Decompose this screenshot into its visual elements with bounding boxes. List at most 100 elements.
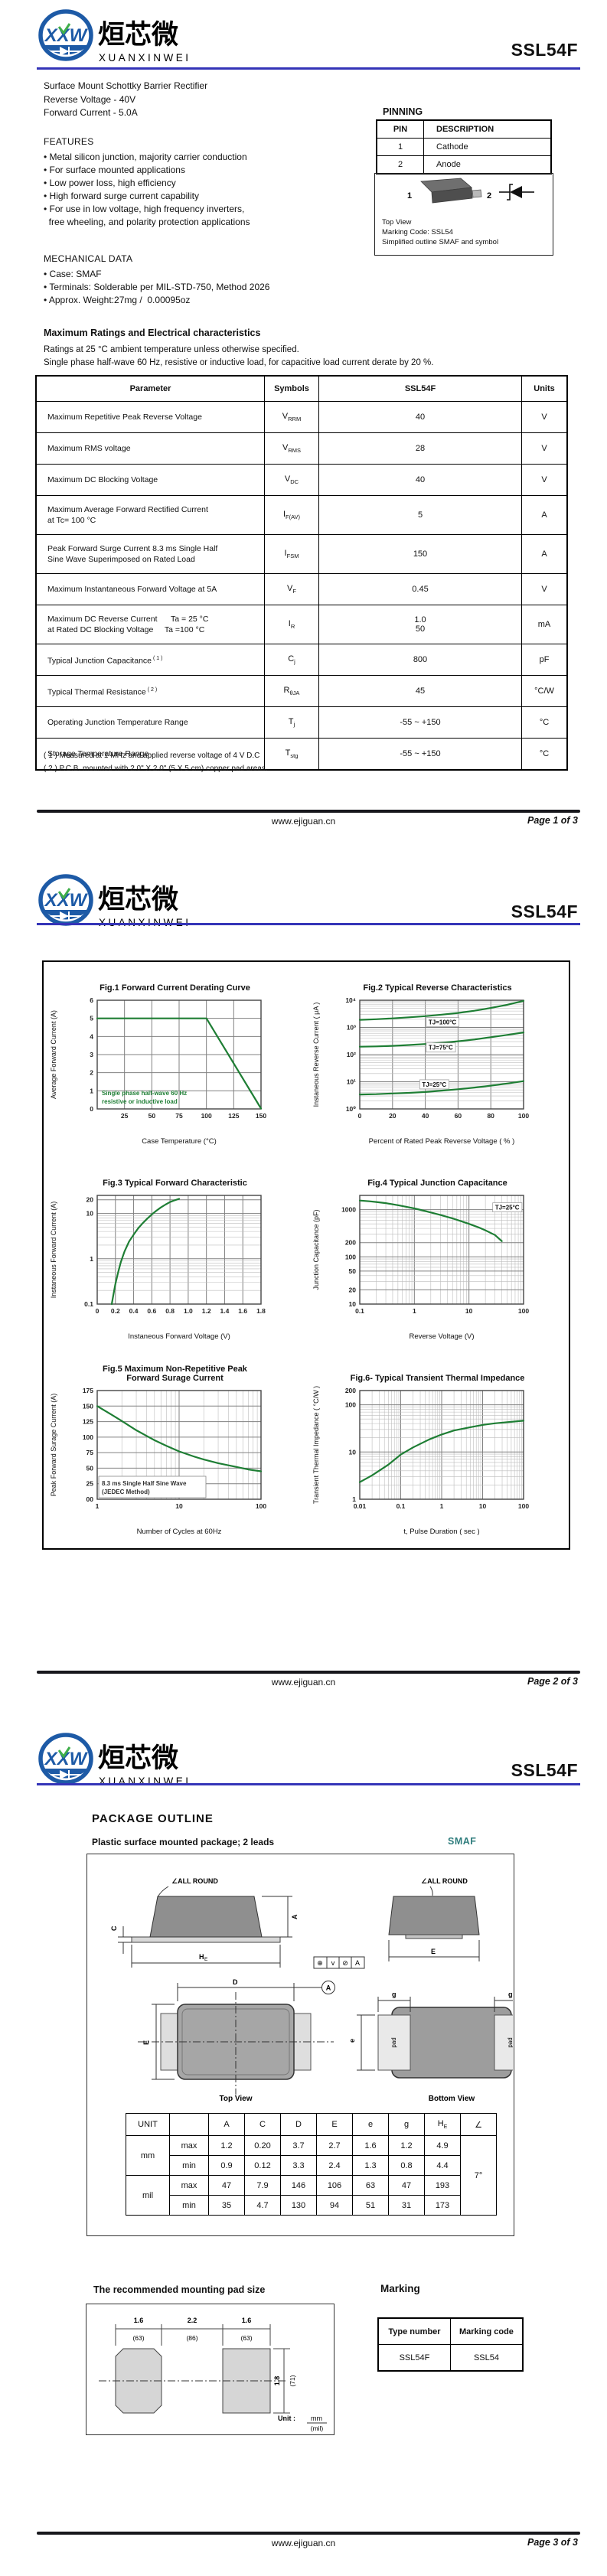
logo-diode-icon [51, 911, 81, 921]
parameter-cell: Maximum Instantaneous Forward Voltage at… [35, 573, 265, 605]
dim-value-cell: 0.20 [244, 2135, 281, 2156]
figure-2: Fig.2 Typical Reverse Characteristics 0 20… [306, 962, 569, 1157]
dim-value-cell: 3.7 [280, 2135, 317, 2156]
frame-symbol-1: ⊕ [317, 1959, 323, 1967]
dim-value-cell: 0.12 [244, 2155, 281, 2176]
datum-circle [321, 1981, 335, 1994]
parameter-line: Maximum DC Reverse Current Ta = 25 °C [47, 615, 209, 624]
pin-number-cell: 2 [376, 155, 424, 174]
dim-d-label: D [233, 1978, 238, 1986]
parameter-line: Typical Thermal Resistance( 2 ) [47, 686, 158, 697]
svg-text:25: 25 [86, 1480, 94, 1488]
footer-page: Page 2 of 3 [527, 1676, 578, 1687]
brand-logo-graphic: XXW 烜芯微 XUANXINWEI [38, 1733, 188, 1787]
value-cell: 0.45 [318, 573, 522, 605]
pad-dim-left: 1.6 [134, 2317, 144, 2324]
header-rule [37, 923, 580, 925]
svg-text:10: 10 [349, 1448, 357, 1456]
value-line: 45 [415, 686, 426, 696]
footnote-ref: ( 2 ) [147, 686, 158, 693]
parameter-cell: Typical Thermal Resistance( 2 ) [35, 675, 265, 707]
marking-row: SSL54F SSL54 [377, 2344, 524, 2372]
pinning-table: PIN DESCRIPTION 1 Cathode 2 Anode [376, 119, 552, 174]
characteristic-curves-box: Fig.1 Forward Current Derating Curve 25 50… [42, 960, 570, 1550]
dim-lines-a [262, 1896, 292, 1938]
symbol-sub: RMS [288, 447, 301, 455]
svg-text:(JEDEC Method): (JEDEC Method) [102, 1489, 150, 1495]
package-outline-subheading: Plastic surface mounted package; 2 leads [92, 1837, 275, 1847]
symbol-main: V [282, 411, 289, 421]
dim-g-label-right: g [508, 1991, 513, 1998]
symbol-cell: IF(AV) [264, 495, 319, 535]
marking-col-header: Type number [377, 2317, 451, 2345]
svg-text:0.4: 0.4 [129, 1307, 139, 1315]
dim-col-header: ∠ [460, 2113, 497, 2136]
symbol-main: T [288, 716, 294, 726]
datasheet-page-3: XXW 烜芯微 XUANXINWEI SSL54F PACKAGE OUTLIN… [0, 1691, 607, 2576]
symbol-sub: j [294, 658, 295, 666]
mechanical-item: • Case: SMAF [44, 269, 102, 279]
mechanical-item: • Terminals: Solderable per MIL-STD-750,… [44, 282, 270, 292]
symbol-cell: VRRM [264, 401, 319, 433]
symbol-sub: RRM [288, 416, 302, 423]
footer-page: Page 3 of 3 [527, 2537, 578, 2548]
brand-logo: XXW 烜芯微 XUANXINWEI [38, 872, 230, 936]
svg-text:10²: 10² [347, 1051, 356, 1058]
svg-text:0: 0 [358, 1112, 362, 1120]
figure-chart: 0.1 1 10 100 10 20 50 100 200 1000 Reverse Voltage… [312, 1195, 529, 1341]
symbol-cell: Cj [264, 644, 319, 676]
logo-check-accent-icon [57, 888, 71, 900]
dim-col-blank [169, 2113, 209, 2136]
svg-text:Number of Cycles at 60Hz: Number of Cycles at 60Hz [137, 1528, 222, 1536]
pin-description-cell: Anode [423, 155, 552, 174]
svg-text:125: 125 [228, 1112, 239, 1120]
package-symbol-graphic: 1 2 [407, 178, 534, 204]
parameter-line: Maximum DC Blocking Voltage [47, 475, 158, 484]
bottom-view-label: Bottom View [429, 2095, 475, 2103]
dim-lines-d [177, 1983, 321, 2001]
feature-item: • For surface mounted applications [44, 165, 185, 175]
value-line: 50 [415, 624, 426, 634]
figure-title: Fig.3 Typical Forward Characteristic [103, 1166, 247, 1188]
symbol-main: R [283, 685, 290, 695]
features-list: • Metal silicon junction, majority carri… [44, 151, 250, 229]
parameter-cell: Peak Forward Surge Current 8.3 ms Single… [35, 534, 265, 574]
footnote-line: ( 2 ) P.C.B. mounted with 2.0" X 2.0" (5… [44, 765, 268, 773]
dim-minmax-cell: min [169, 2195, 209, 2216]
svg-text:100: 100 [518, 1112, 529, 1120]
parameter-line: Maximum Average Forward Rectified Curren… [47, 505, 208, 514]
logo-diode-icon [51, 47, 81, 56]
pad-side-dim-lines [273, 2348, 290, 2414]
symbol-cell: Tstg [264, 738, 319, 771]
parameter-line: Typical Junction Capacitance( 1 ) [47, 655, 163, 666]
svg-text:0.1: 0.1 [397, 1502, 406, 1510]
svg-text:0: 0 [96, 1307, 100, 1315]
feature-item: free wheeling, and polarity protection a… [44, 217, 250, 227]
ratings-row: Maximum RMS voltage VRMS 28 V [35, 432, 568, 465]
ratings-row: Maximum DC Reverse Current Ta = 25 °C at … [35, 605, 568, 644]
datasheet-page-2: XXW 烜芯微 XUANXINWEI SSL54F Fig.1 Forward … [0, 842, 607, 1691]
ratings-table: Parameter Symbols SSL54F Units Maximum Repet… [35, 375, 568, 771]
datum-label: A [326, 1984, 331, 1992]
pin1-label: 1 [407, 191, 412, 201]
parameter-line: at Tc= 100 °C [47, 516, 96, 525]
svg-text:200: 200 [345, 1239, 356, 1247]
pad-label-left: pad [390, 2037, 397, 2047]
svg-text:1: 1 [90, 1255, 93, 1263]
parameter-cell: Maximum DC Reverse Current Ta = 25 °C at … [35, 605, 265, 644]
unit-cell: V [521, 573, 568, 605]
outline-caption-line: Marking Code: SSL54 [382, 228, 453, 236]
svg-text:10⁰: 10⁰ [346, 1105, 356, 1113]
svg-text:Peak Forward Surage Current (A: Peak Forward Surage Current (A) [50, 1394, 57, 1497]
pad-unit-num: mm [311, 2415, 322, 2422]
dim-unit-cell: mm [126, 2135, 170, 2176]
symbol-sub: FSM [286, 553, 299, 560]
dim-value-cell: 193 [424, 2175, 461, 2196]
dim-angle-cell: 7° [460, 2135, 497, 2216]
ratings-note-line: Single phase half-wave 60 Hz, resistive … [44, 357, 434, 367]
top-view: D A E Top View [138, 1978, 335, 2103]
dim-a-label: A [291, 1914, 299, 1919]
pinning-col-header: PIN [376, 119, 424, 139]
svg-text:Instaneous Forward Voltage (V): Instaneous Forward Voltage (V) [128, 1332, 230, 1341]
pin-description-cell: Cathode [423, 138, 552, 156]
